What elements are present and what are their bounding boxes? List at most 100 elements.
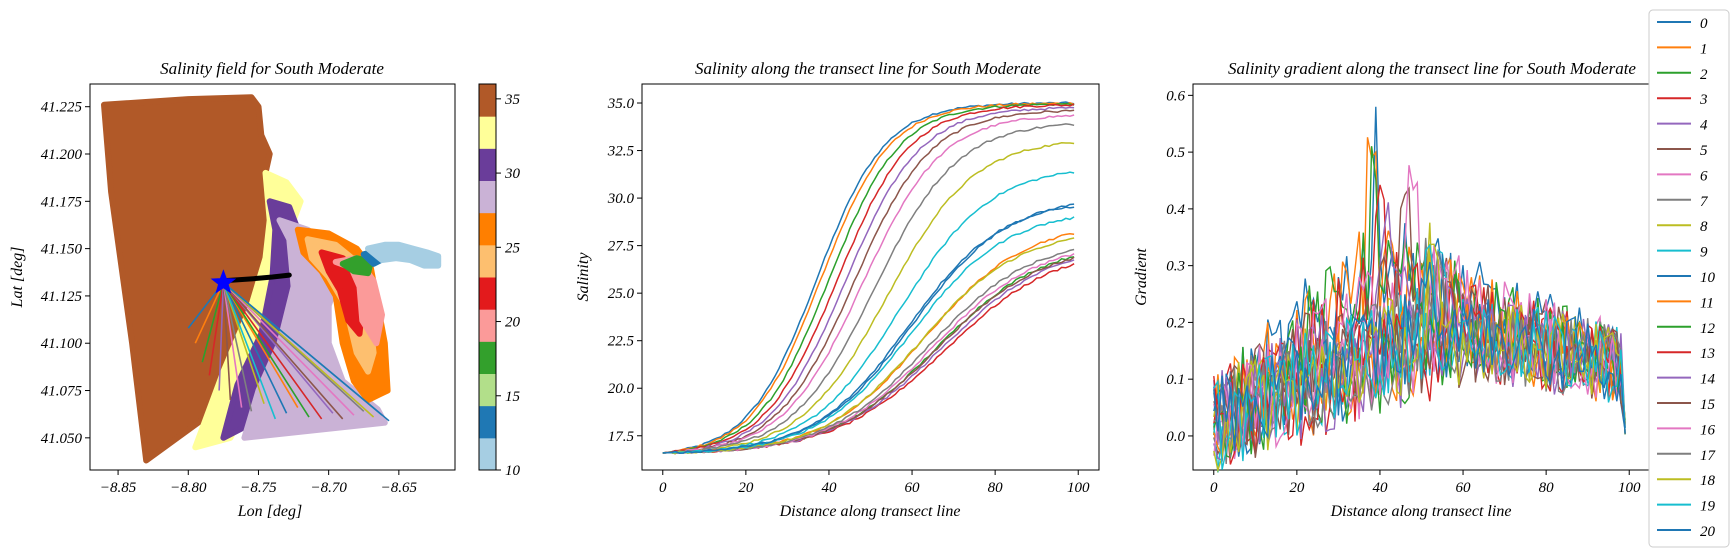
colorbar-segment bbox=[479, 180, 496, 214]
colorbar-segment bbox=[479, 341, 496, 374]
salinity-series-13 bbox=[662, 263, 1075, 455]
colorbar-tick-label: 35 bbox=[504, 92, 521, 108]
colorbar-segment bbox=[479, 405, 496, 439]
x-tick-label: 20 bbox=[1289, 480, 1305, 496]
salinity-gradient-panel: Salinity gradient along the transect lin… bbox=[1133, 59, 1651, 520]
y-tick-label: 41.125 bbox=[41, 289, 83, 305]
legend-label-19: 19 bbox=[1700, 499, 1716, 515]
salinity-series-0 bbox=[662, 101, 1075, 454]
y-tick-label: 41.150 bbox=[41, 242, 83, 258]
salinity-field-title: Salinity field for South Moderate bbox=[160, 59, 384, 78]
x-tick-label: 100 bbox=[1618, 480, 1641, 496]
salinity-series-7 bbox=[662, 123, 1075, 454]
salinity-gradient-x-ticks: 0 20 40 60 80 100 bbox=[1210, 470, 1641, 496]
salinity-transect-panel: Salinity along the transect line for Sou… bbox=[575, 59, 1100, 520]
legend-frame bbox=[1648, 9, 1730, 548]
x-tick-label: 100 bbox=[1067, 480, 1090, 496]
colorbar-tick-label: 30 bbox=[504, 166, 521, 182]
transect-line-2 bbox=[201, 282, 225, 363]
y-tick-label: 22.5 bbox=[608, 334, 635, 350]
y-tick-label: 30.0 bbox=[607, 191, 635, 207]
salinity-series-18 bbox=[662, 237, 1075, 455]
start-star-marker bbox=[210, 269, 237, 294]
salinity-transect-xlabel: Distance along transect line bbox=[779, 503, 961, 520]
colorbar-segment bbox=[479, 148, 496, 181]
legend-label-9: 9 bbox=[1700, 245, 1708, 261]
salinity-series-17 bbox=[662, 248, 1075, 454]
y-tick-label: 0.2 bbox=[1166, 315, 1185, 331]
colorbar-segment bbox=[479, 309, 496, 342]
transect-line-5 bbox=[222, 282, 232, 401]
y-tick-label: 0.3 bbox=[1166, 259, 1185, 275]
transect-line-16 bbox=[222, 282, 355, 416]
y-tick-label: 17.5 bbox=[608, 429, 635, 445]
x-tick-label: 80 bbox=[1539, 480, 1555, 496]
colorbar-tick-label: 20 bbox=[505, 315, 521, 331]
colorbar-tick-label: 10 bbox=[505, 463, 521, 479]
salinity-transect-y-ticks: 17.5 20.0 22.5 25.0 27.5 30.0 32.5 35.0 bbox=[607, 96, 642, 445]
x-tick-label: −8.85 bbox=[100, 480, 137, 496]
y-tick-label: 20.0 bbox=[608, 381, 635, 397]
gradient-series-20 bbox=[1213, 261, 1626, 452]
colorbar-segment bbox=[479, 84, 496, 117]
legend-label-1: 1 bbox=[1700, 41, 1708, 57]
legend-label-7: 7 bbox=[1700, 194, 1709, 210]
salinity-series-20 bbox=[662, 206, 1075, 454]
colorbar-segment bbox=[479, 437, 496, 471]
colorbar-segment bbox=[479, 116, 496, 149]
y-tick-label: 0.1 bbox=[1166, 372, 1185, 388]
colorbar-tick-label: 15 bbox=[505, 389, 521, 405]
colorbar-segment bbox=[479, 373, 496, 407]
salinity-series-1 bbox=[662, 101, 1075, 454]
legend-label-3: 3 bbox=[1699, 92, 1708, 108]
legend-label-18: 18 bbox=[1700, 473, 1716, 489]
salinity-transect-ylabel: Salinity bbox=[575, 252, 592, 302]
transect-line-12 bbox=[222, 282, 310, 418]
salinity-transect-axes-frame bbox=[641, 83, 1100, 471]
colorbar-segment bbox=[479, 244, 496, 278]
transect-line-9 bbox=[222, 282, 277, 420]
y-tick-label: 0.6 bbox=[1166, 88, 1185, 104]
colorbar-segment bbox=[479, 212, 496, 246]
salinity-field-panel: Salinity field for South Moderate −8.85 −… bbox=[9, 59, 521, 520]
x-tick-label: 60 bbox=[905, 480, 921, 496]
legend-label-0: 0 bbox=[1700, 16, 1708, 32]
x-tick-label: 80 bbox=[988, 480, 1004, 496]
legend-label-16: 16 bbox=[1700, 422, 1716, 438]
legend-label-17: 17 bbox=[1700, 448, 1717, 464]
salinity-gradient-y-ticks: 0.0 0.1 0.2 0.3 0.4 0.5 0.6 bbox=[1166, 88, 1193, 445]
salinity-series-5 bbox=[662, 109, 1075, 454]
salinity-gradient-xlabel: Distance along transect line bbox=[1330, 503, 1512, 520]
legend-label-8: 8 bbox=[1700, 219, 1708, 235]
salinity-gradient-title: Salinity gradient along the transect lin… bbox=[1228, 59, 1636, 78]
salinity-series-12 bbox=[662, 256, 1075, 454]
black-track-line bbox=[220, 272, 292, 284]
salinity-gradient-lines bbox=[1213, 106, 1626, 473]
transect-line-1 bbox=[194, 282, 225, 344]
salinity-colorbar: 10 15 20 25 30 35 bbox=[478, 83, 521, 479]
legend-label-5: 5 bbox=[1700, 143, 1708, 159]
salinity-transect-lines bbox=[662, 101, 1075, 455]
salinity-transect-title: Salinity along the transect line for Sou… bbox=[695, 59, 1042, 78]
legend-label-11: 11 bbox=[1700, 295, 1714, 311]
x-tick-label: 0 bbox=[659, 480, 667, 496]
y-tick-label: 27.5 bbox=[608, 239, 635, 255]
transect-line-8 bbox=[222, 282, 265, 405]
salinity-field-ylabel: Lat [deg] bbox=[9, 247, 26, 309]
salinity-series-3 bbox=[662, 103, 1075, 454]
transect-line-3 bbox=[208, 282, 225, 376]
x-tick-label: 20 bbox=[738, 480, 754, 496]
transect-line-10 bbox=[222, 282, 288, 414]
salinity-field-x-ticks: −8.85 −8.80 −8.75 −8.70 −8.65 bbox=[100, 470, 418, 496]
transect-line-13 bbox=[222, 282, 323, 420]
y-tick-label: 41.100 bbox=[41, 336, 83, 352]
x-tick-label: 0 bbox=[1210, 480, 1218, 496]
y-tick-label: 41.175 bbox=[41, 194, 83, 210]
salinity-transect-x-ticks: 0 20 40 60 80 100 bbox=[659, 470, 1090, 496]
x-tick-label: −8.80 bbox=[170, 480, 207, 496]
salinity-band-8 bbox=[339, 255, 374, 277]
salinity-series-8 bbox=[662, 142, 1075, 454]
transect-line-15 bbox=[222, 282, 344, 420]
y-tick-label: 41.050 bbox=[41, 431, 83, 447]
